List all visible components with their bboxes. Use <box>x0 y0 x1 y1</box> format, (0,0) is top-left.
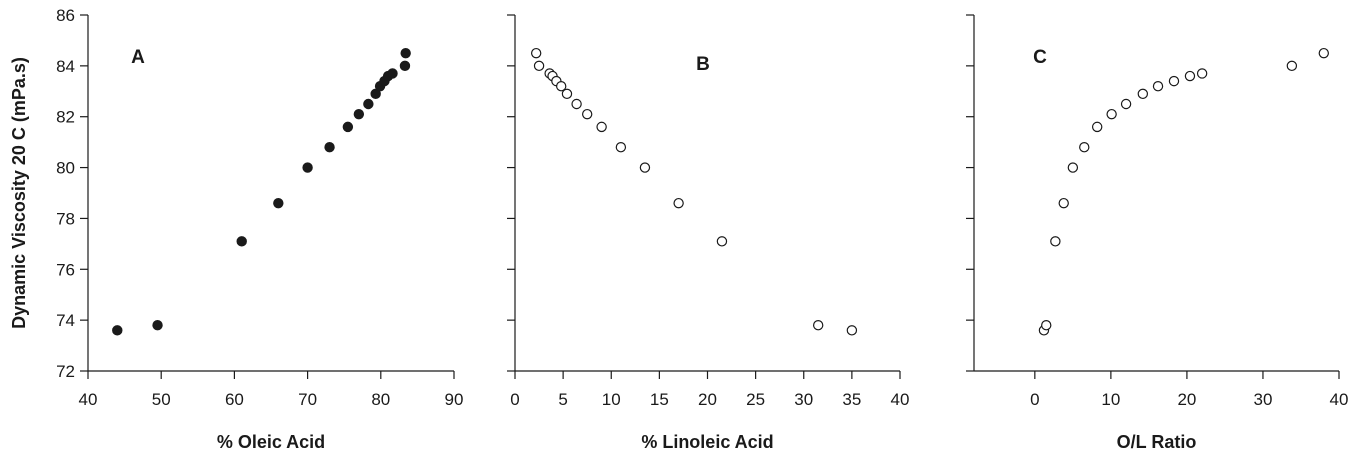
data-point <box>363 98 374 110</box>
data-point <box>1137 88 1149 100</box>
panel-label: B <box>696 54 710 75</box>
y-tick-label: 80 <box>56 159 75 178</box>
x-tick-label: 30 <box>794 390 813 409</box>
x-tick-label: 40 <box>1330 390 1349 409</box>
data-point <box>236 236 247 247</box>
x-tick-label: 60 <box>225 390 244 409</box>
data-point <box>1184 70 1196 82</box>
data-point <box>1318 47 1329 59</box>
data-point <box>1067 162 1079 173</box>
y-tick-label: 76 <box>56 260 75 279</box>
data-point <box>152 320 163 331</box>
x-tick-label: 50 <box>152 390 171 409</box>
x-tick-label: 25 <box>746 390 765 409</box>
x-tick-label: 10 <box>1101 390 1120 409</box>
data-point <box>1050 236 1061 247</box>
x-tick-label: 0 <box>510 390 519 409</box>
x-tick-label: 20 <box>1177 390 1196 409</box>
data-point <box>533 60 545 72</box>
x-axis-title: O/L Ratio <box>1117 432 1197 452</box>
x-tick-label: 80 <box>371 390 390 409</box>
data-point <box>1091 121 1103 133</box>
panel-c: 0 10 20 30 40 O/L Ratio C <box>966 14 1349 452</box>
data-point <box>812 320 824 331</box>
x-tick-label: 90 <box>445 390 464 409</box>
x-tick-label: 30 <box>1253 390 1272 409</box>
data-point <box>581 108 593 120</box>
y-tick-label: 84 <box>56 57 75 76</box>
data-point <box>112 325 123 336</box>
y-tick-label: 78 <box>56 209 75 228</box>
data-point <box>1079 142 1090 153</box>
x-tick-label: 20 <box>698 390 717 409</box>
data-point <box>1168 75 1180 87</box>
x-axis-title: % Linoleic Acid <box>641 432 773 452</box>
data-point <box>273 197 284 209</box>
data-point <box>324 142 335 153</box>
data-point <box>1058 197 1069 209</box>
data-point <box>370 88 381 100</box>
x-tick-label: 35 <box>842 390 861 409</box>
x-tick-label: 15 <box>650 390 669 409</box>
x-tick-label: 40 <box>891 390 910 409</box>
data-point <box>1286 60 1298 72</box>
data-point <box>673 197 684 209</box>
data-point <box>596 121 607 133</box>
data-point <box>1120 98 1132 110</box>
data-point <box>387 68 398 79</box>
panel-label: A <box>131 47 145 68</box>
data-point <box>530 47 542 59</box>
x-axis-title: % Oleic Acid <box>217 432 325 452</box>
data-point <box>1041 320 1052 331</box>
data-point <box>353 108 365 120</box>
data-point <box>561 88 573 100</box>
y-axis-title: Dynamic Viscosity 20 C (mPa.s) <box>9 57 29 329</box>
y-tick-label: 72 <box>56 362 75 381</box>
y-tick-label: 74 <box>56 311 75 330</box>
x-tick-label: 0 <box>1030 390 1039 409</box>
panel-label: C <box>1033 47 1047 68</box>
data-point <box>1196 68 1208 79</box>
data-point <box>571 98 582 110</box>
panel-a: 72 74 76 78 80 82 84 86 40 50 60 70 80 90 % Oleic Acid… <box>56 6 463 452</box>
data-point <box>639 162 651 173</box>
x-tick-label: 10 <box>602 390 621 409</box>
x-tick-label: 40 <box>79 390 98 409</box>
data-point <box>1106 108 1117 120</box>
data-point <box>1152 80 1164 92</box>
x-tick-label: 5 <box>558 390 567 409</box>
data-point <box>342 121 354 133</box>
data-point <box>716 236 728 247</box>
data-point <box>399 60 411 72</box>
data-point <box>846 325 858 336</box>
y-tick-label: 86 <box>56 6 75 25</box>
y-tick-label: 82 <box>56 108 75 127</box>
data-point <box>556 80 567 92</box>
panel-b: 0 5 10 15 20 25 30 35 40 % Linoleic Acid B <box>507 14 910 452</box>
data-point <box>615 142 627 153</box>
x-tick-label: 70 <box>298 390 317 409</box>
data-point <box>302 162 313 173</box>
data-point <box>400 47 411 59</box>
